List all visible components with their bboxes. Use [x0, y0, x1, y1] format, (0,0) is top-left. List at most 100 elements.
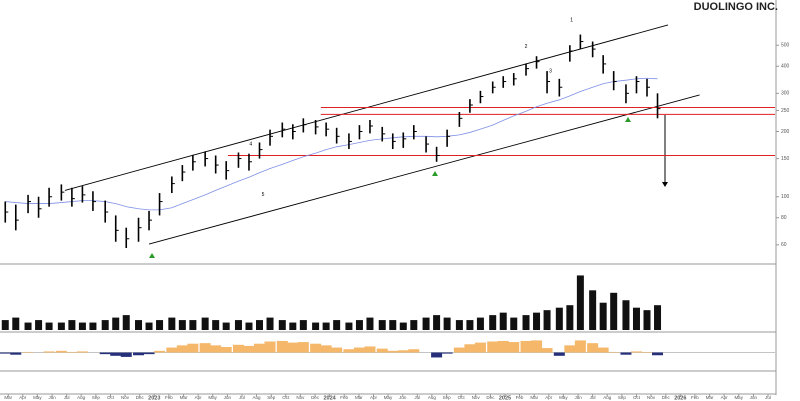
trendline [148, 94, 700, 245]
oscillator-bar [99, 352, 111, 355]
oscillator-bar [166, 347, 178, 353]
volume-bar [610, 292, 618, 330]
y-tick-label: 80 [781, 215, 787, 221]
volume-bar [333, 320, 341, 330]
volume-bar [78, 322, 86, 330]
x-tick-label: Oct [633, 395, 641, 400]
volume-bar [68, 320, 76, 330]
x-tick-label: 2026 [674, 395, 686, 401]
volume-bar [489, 315, 497, 330]
x-tick-label: Aug [603, 395, 612, 400]
oscillator-bar [652, 352, 664, 356]
x-tick-label: Dec [136, 395, 145, 400]
oscillator-bar [264, 341, 276, 353]
volume-bar [543, 310, 551, 330]
volume-bar [222, 322, 230, 330]
x-tick-label: Jun [750, 395, 758, 400]
oscillator-bar [564, 345, 576, 353]
x-tick-label: Sep [443, 395, 452, 400]
y-tick-label: 300 [781, 91, 790, 97]
oscillator-bar [22, 351, 34, 353]
volume-bar [345, 322, 353, 330]
volume-bar [566, 305, 574, 330]
arrow-head [662, 182, 668, 187]
x-tick-label: Aug [77, 395, 86, 400]
oscillator-bar [55, 350, 67, 353]
volume-bar [599, 302, 607, 330]
volume-bar [422, 317, 430, 330]
oscillator-bar [187, 343, 199, 353]
volume-bar [201, 317, 209, 330]
x-tick-label: Sep [92, 395, 101, 400]
x-tick-label: Feb [340, 395, 348, 400]
volume-bar [89, 322, 97, 330]
x-tick-label: Jun [399, 395, 407, 400]
x-tick-label: Feb [165, 395, 173, 400]
x-tick-label: Nov [472, 395, 481, 400]
x-tick-label: Dec [486, 395, 495, 400]
volume-bar [433, 315, 441, 330]
oscillator-bar [620, 352, 632, 355]
oscillator-bar [0, 352, 11, 354]
annotation: 2 [525, 44, 528, 50]
oscillator-bar [243, 345, 255, 353]
annotation: 4 [249, 141, 252, 147]
oscillator-bar [43, 351, 55, 353]
volume-bar [576, 275, 584, 330]
volume-bar [476, 317, 484, 330]
volume-bar [410, 320, 418, 330]
volume-bar [466, 320, 474, 330]
x-tick-label: Mar [530, 395, 538, 400]
x-tick-label: 2023 [148, 395, 160, 401]
volume-bar [378, 320, 386, 330]
x-tick-label: Jul [765, 395, 771, 400]
x-tick-label: Nov [647, 395, 656, 400]
chart-title: DUOLINGO INC. [694, 1, 778, 13]
volume-bar [234, 320, 242, 330]
volume-bar [168, 317, 176, 330]
oscillator-bar [331, 347, 343, 353]
volume-bar [632, 307, 640, 330]
oscillator-bar [587, 343, 599, 353]
y-tick-label: 400 [781, 64, 790, 70]
x-tick-label: Jul [414, 395, 420, 400]
x-tick-label: Mar [180, 395, 188, 400]
volume-bar [622, 300, 630, 330]
x-tick-label: Jun [48, 395, 56, 400]
y-tick-label: 500 [781, 43, 790, 49]
volume-bar [12, 317, 20, 330]
volume-bar [455, 320, 463, 330]
oscillator-bar [254, 343, 266, 353]
x-tick-label: 2025 [499, 395, 511, 401]
oscillator-bar [232, 344, 244, 353]
moving-average [5, 77, 658, 211]
volume-bar [112, 317, 120, 330]
x-tick-label: Dec [662, 395, 671, 400]
oscillator-bar [431, 352, 443, 358]
oscillator-bar [287, 342, 299, 353]
volume-bar [299, 320, 307, 330]
y-tick-label: 200 [781, 129, 790, 135]
volume-bar [399, 322, 407, 330]
oscillator-bar [66, 351, 78, 353]
x-tick-label: Apr [721, 395, 729, 400]
oscillator-bar [10, 352, 22, 355]
oscillator-bar [487, 341, 499, 353]
volume-bar [24, 322, 32, 330]
volume-bar [366, 317, 374, 330]
x-tick-label: Apr [195, 395, 203, 400]
oscillator-bar [520, 340, 532, 353]
annotation: 1 [570, 17, 573, 23]
volume-bar [122, 315, 130, 330]
oscillator-bar [310, 343, 322, 353]
oscillator-bar [608, 351, 620, 353]
volume-bar [499, 312, 507, 330]
x-tick-label: Dec [311, 395, 320, 400]
volume-bar [178, 320, 186, 330]
x-tick-label: Apr [370, 395, 378, 400]
x-tick-label: Nov [296, 395, 305, 400]
oscillator-bar [297, 342, 309, 353]
marker [625, 117, 631, 122]
